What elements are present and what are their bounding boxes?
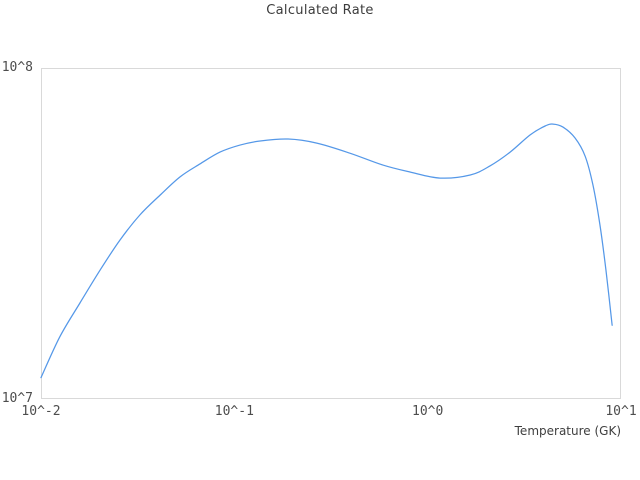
plot-canvas [40,123,613,379]
plot-area [40,68,621,399]
y-tick-label: 10^8 [1,60,33,75]
x-tick-label: 10^0 [412,404,444,419]
chart-title: Calculated Rate [266,3,374,18]
x-tick-label: 10^1 [605,404,637,419]
x-axis-title: Temperature (GK) [514,424,621,438]
y-tick-label: 10^7 [1,391,33,406]
line-series-calculated-rate [40,123,613,379]
x-tick-label: 10^-2 [21,404,61,419]
x-tick-label: 10^-1 [214,404,254,419]
